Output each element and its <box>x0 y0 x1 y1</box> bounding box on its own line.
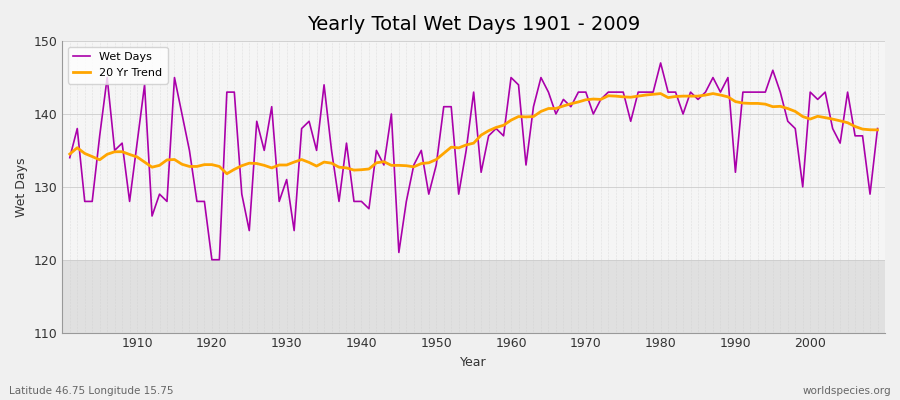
Wet Days <box>872 126 883 131</box>
Wet Days <box>341 141 352 146</box>
Wet Days <box>65 155 76 160</box>
Wet Days <box>296 126 307 131</box>
Wet Days <box>603 90 614 94</box>
Wet Days <box>206 257 217 262</box>
20 Yr Trend <box>65 152 76 156</box>
20 Yr Trend <box>603 93 614 98</box>
Wet Days <box>513 82 524 87</box>
20 Yr Trend <box>872 128 883 132</box>
20 Yr Trend <box>513 114 524 119</box>
Wet Days <box>655 60 666 65</box>
20 Yr Trend <box>506 118 517 122</box>
20 Yr Trend <box>341 166 352 170</box>
20 Yr Trend <box>124 152 135 157</box>
Text: worldspecies.org: worldspecies.org <box>803 386 891 396</box>
Title: Yearly Total Wet Days 1901 - 2009: Yearly Total Wet Days 1901 - 2009 <box>307 15 640 34</box>
Wet Days <box>506 75 517 80</box>
Line: Wet Days: Wet Days <box>70 63 878 260</box>
20 Yr Trend <box>221 171 232 176</box>
Y-axis label: Wet Days: Wet Days <box>15 157 28 216</box>
20 Yr Trend <box>296 157 307 162</box>
Legend: Wet Days, 20 Yr Trend: Wet Days, 20 Yr Trend <box>68 47 167 84</box>
Text: Latitude 46.75 Longitude 15.75: Latitude 46.75 Longitude 15.75 <box>9 386 174 396</box>
Line: 20 Yr Trend: 20 Yr Trend <box>70 94 878 174</box>
Bar <box>62 260 885 332</box>
X-axis label: Year: Year <box>460 356 487 369</box>
Wet Days <box>124 199 135 204</box>
20 Yr Trend <box>655 91 666 96</box>
